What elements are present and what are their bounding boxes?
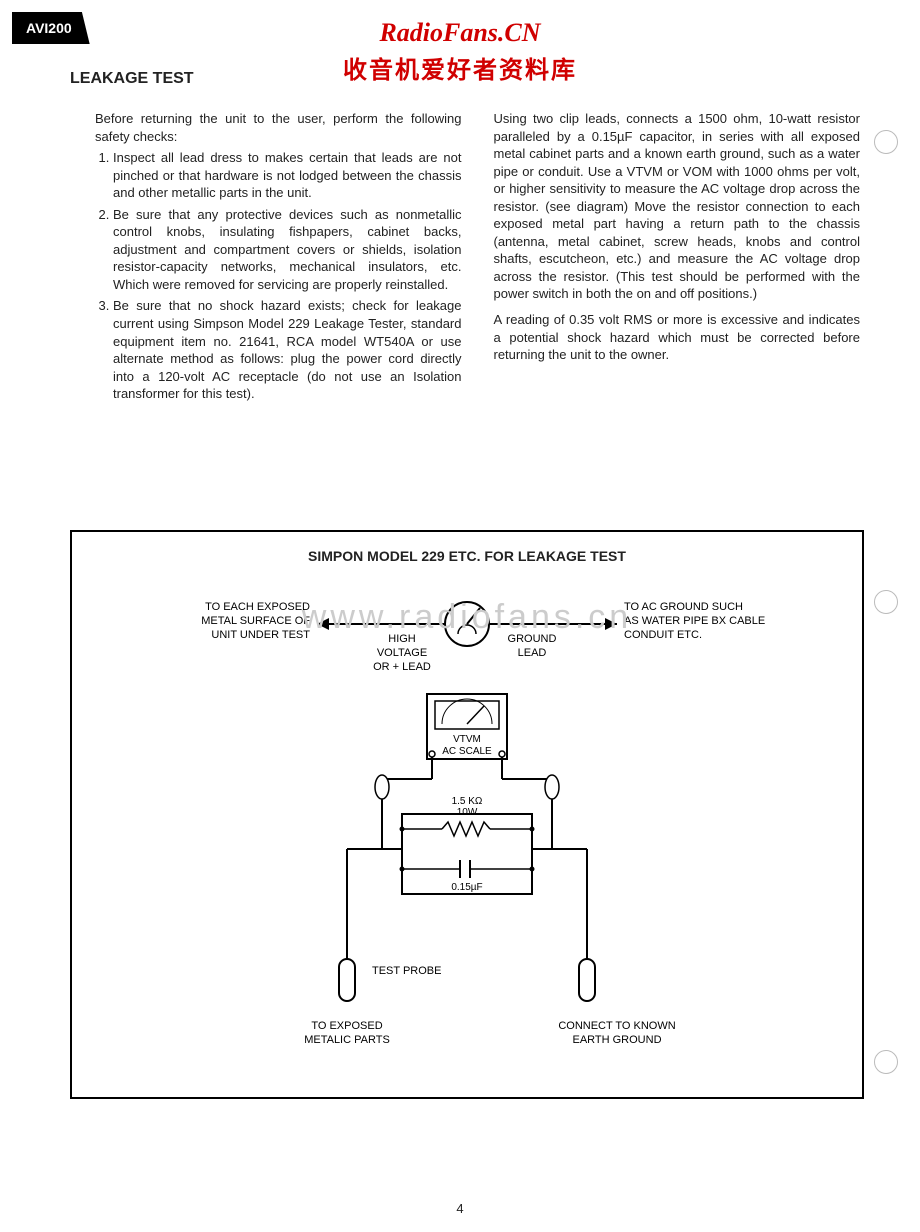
test-probe-right-icon bbox=[579, 959, 595, 1001]
check-item-2: Be sure that any protective devices such… bbox=[113, 206, 462, 294]
label-resistor-l1: 1.5 KΩ bbox=[452, 796, 483, 807]
label-bottom-right-l2: EARTH GROUND bbox=[572, 1034, 661, 1046]
right-column: Using two clip leads, connects a 1500 oh… bbox=[494, 110, 861, 407]
label-hv-l2: VOLTAGE bbox=[377, 647, 427, 659]
label-ac-scale: AC SCALE bbox=[442, 746, 492, 757]
binder-hole-icon bbox=[874, 1050, 898, 1074]
procedure-para-2: A reading of 0.35 volt RMS or more is ex… bbox=[494, 311, 861, 364]
label-test-probe: TEST PROBE bbox=[372, 965, 441, 977]
circuit-svg: TO EACH EXPOSED METAL SURFACE OF UNIT UN… bbox=[72, 564, 862, 1084]
section-heading: LEAKAGE TEST bbox=[70, 70, 194, 88]
leakage-test-diagram: SIMPON MODEL 229 ETC. FOR LEAKAGE TEST w… bbox=[70, 530, 864, 1099]
left-column: Before returning the unit to the user, p… bbox=[95, 110, 462, 407]
clip-right-icon bbox=[545, 775, 559, 799]
safety-checks-list: Inspect all lead dress to makes certain … bbox=[95, 149, 462, 403]
binder-hole-icon bbox=[874, 590, 898, 614]
label-capacitor: 0.15µF bbox=[451, 882, 482, 893]
label-bottom-right-l1: CONNECT TO KNOWN bbox=[558, 1020, 675, 1032]
page-number: 4 bbox=[0, 1201, 920, 1216]
procedure-para-1: Using two clip leads, connects a 1500 oh… bbox=[494, 110, 861, 303]
diagram-svg-wrap: www.radiofans.cn TO EACH EXPOSED METAL S… bbox=[72, 564, 862, 1084]
diagram-watermark: www.radiofans.cn bbox=[72, 598, 862, 637]
label-vtvm: VTVM bbox=[453, 734, 481, 745]
body-columns: Before returning the unit to the user, p… bbox=[95, 110, 860, 407]
label-bottom-left-l2: METALIC PARTS bbox=[304, 1034, 390, 1046]
watermark-title: RadioFans.CN bbox=[0, 18, 920, 48]
check-item-1: Inspect all lead dress to makes certain … bbox=[113, 149, 462, 202]
binder-hole-icon bbox=[874, 130, 898, 154]
label-bottom-left-l1: TO EXPOSED bbox=[311, 1020, 382, 1032]
clip-left-icon bbox=[375, 775, 389, 799]
diagram-title: SIMPON MODEL 229 ETC. FOR LEAKAGE TEST bbox=[72, 548, 862, 564]
intro-text: Before returning the unit to the user, p… bbox=[95, 110, 462, 145]
check-item-3: Be sure that no shock hazard exists; che… bbox=[113, 297, 462, 402]
label-resistor-l2: 10W bbox=[457, 807, 478, 818]
test-probe-left-icon bbox=[339, 959, 355, 1001]
label-gnd-l2: LEAD bbox=[518, 647, 547, 659]
label-hv-l3: OR + LEAD bbox=[373, 661, 431, 673]
